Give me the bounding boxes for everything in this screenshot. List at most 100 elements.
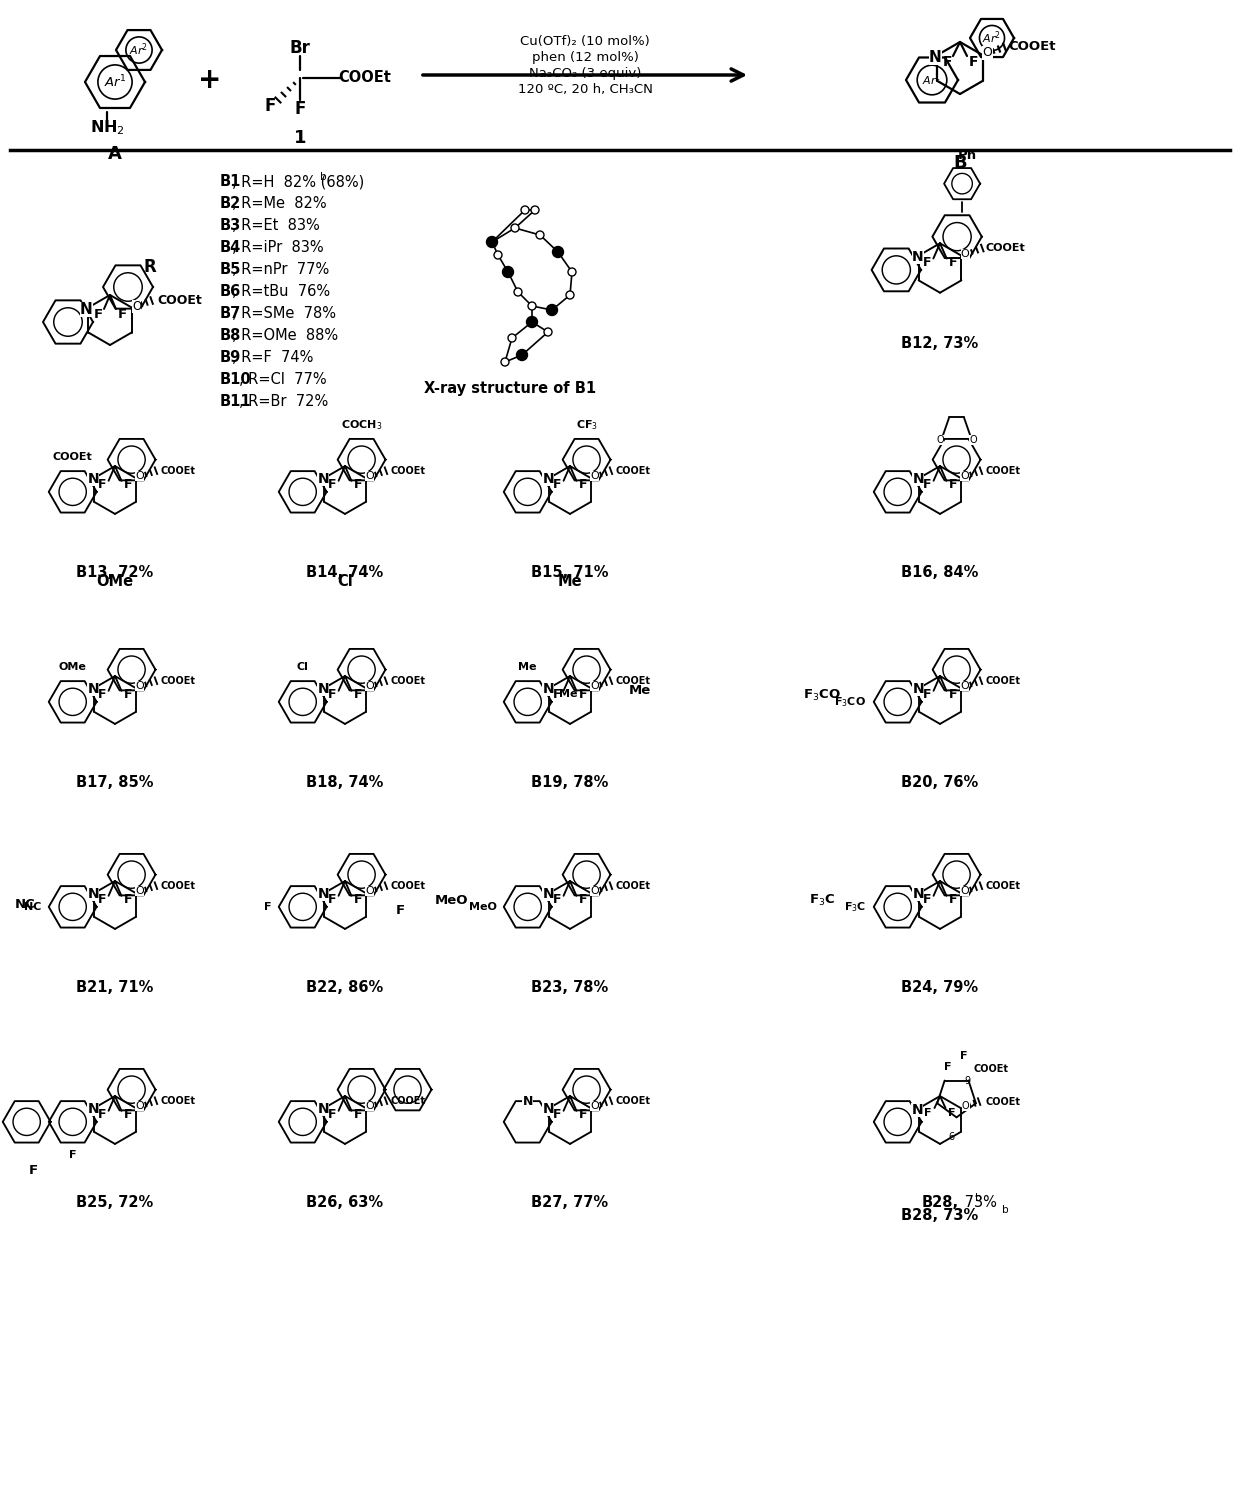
Text: , R=nPr  77%: , R=nPr 77% (232, 262, 330, 277)
Text: N: N (543, 1102, 554, 1116)
Text: F: F (553, 893, 562, 906)
Text: F: F (553, 688, 562, 701)
Text: COOEt: COOEt (339, 71, 392, 86)
Text: F: F (124, 893, 133, 906)
Text: NH$_2$: NH$_2$ (89, 119, 124, 137)
Text: N: N (88, 682, 99, 697)
Circle shape (547, 305, 558, 315)
Text: COOEt: COOEt (160, 466, 196, 475)
Text: 73%: 73% (960, 1196, 997, 1211)
Text: O: O (590, 887, 599, 896)
Text: F: F (327, 893, 336, 906)
Text: N: N (913, 472, 924, 486)
Text: COOEt: COOEt (973, 1065, 1008, 1074)
Text: F: F (124, 688, 133, 701)
Text: F: F (923, 688, 931, 701)
Text: B22, 86%: B22, 86% (306, 980, 383, 995)
Text: R: R (144, 258, 156, 276)
Text: X-ray structure of B1: X-ray structure of B1 (424, 380, 596, 395)
Text: , R=Cl  77%: , R=Cl 77% (238, 372, 326, 388)
Text: F: F (264, 97, 275, 115)
Text: +: + (198, 66, 222, 93)
Text: COOEt: COOEt (1009, 41, 1056, 53)
Text: O: O (960, 682, 968, 691)
Text: MeO: MeO (435, 894, 469, 906)
Text: N: N (88, 472, 99, 486)
Text: B21, 71%: B21, 71% (77, 980, 154, 995)
Text: O: O (970, 436, 977, 445)
Text: B15, 71%: B15, 71% (531, 566, 609, 581)
Text: Ar$^2$: Ar$^2$ (982, 30, 1002, 47)
Text: N: N (317, 682, 329, 697)
Text: O: O (960, 470, 968, 481)
Text: F: F (923, 256, 931, 268)
Circle shape (531, 207, 539, 214)
Text: F: F (93, 308, 103, 321)
Text: F: F (923, 478, 931, 492)
Text: B9: B9 (219, 350, 242, 365)
Text: F: F (294, 100, 306, 118)
Text: B26, 63%: B26, 63% (306, 1196, 383, 1211)
Text: B16, 84%: B16, 84% (901, 566, 978, 581)
Text: Ar$^1$: Ar$^1$ (923, 72, 941, 89)
Text: F: F (327, 688, 336, 701)
Text: , R=SMe  78%: , R=SMe 78% (232, 306, 336, 321)
Text: COOEt: COOEt (160, 676, 196, 686)
Circle shape (511, 225, 520, 232)
Text: Me: Me (629, 683, 651, 697)
Text: COOEt: COOEt (986, 1096, 1021, 1107)
Text: F: F (949, 893, 957, 906)
Text: F: F (327, 1108, 336, 1120)
Text: O: O (135, 1101, 144, 1111)
Text: F: F (29, 1164, 37, 1176)
Text: F: F (124, 1108, 133, 1120)
Circle shape (521, 207, 529, 214)
Text: OMe: OMe (97, 575, 134, 590)
Text: COCH$_3$: COCH$_3$ (341, 418, 382, 431)
Text: B27, 77%: B27, 77% (532, 1196, 609, 1211)
Circle shape (502, 267, 513, 277)
Text: , R=Et  83%: , R=Et 83% (232, 219, 320, 234)
Text: O: O (962, 1101, 970, 1111)
Text: 6: 6 (947, 1131, 954, 1142)
Text: N: N (913, 682, 924, 697)
Text: F: F (942, 54, 952, 69)
Text: B1: B1 (219, 175, 242, 190)
Text: F: F (396, 903, 404, 917)
Text: B20, 76%: B20, 76% (901, 775, 978, 790)
Text: N: N (522, 1095, 533, 1108)
Text: N: N (913, 887, 924, 900)
Text: F: F (949, 478, 957, 492)
Text: O: O (131, 300, 141, 314)
Circle shape (553, 246, 563, 258)
Text: COOEt: COOEt (160, 881, 196, 891)
Text: B17, 85%: B17, 85% (76, 775, 154, 790)
Text: F$_3$CO: F$_3$CO (835, 695, 867, 709)
Text: F: F (579, 1108, 587, 1120)
Text: O: O (982, 47, 992, 59)
Text: b: b (1002, 1205, 1008, 1215)
Text: F: F (968, 54, 978, 69)
Text: OMe: OMe (58, 662, 87, 673)
Text: F$_3$CO: F$_3$CO (804, 688, 841, 703)
Circle shape (501, 357, 508, 366)
Text: NC: NC (15, 899, 36, 911)
Text: F: F (353, 688, 362, 701)
Text: COOEt: COOEt (157, 294, 202, 308)
Text: COOEt: COOEt (986, 243, 1025, 253)
Text: O: O (936, 436, 944, 445)
Text: O: O (590, 1101, 599, 1111)
Text: F: F (944, 1062, 951, 1072)
Circle shape (508, 333, 516, 342)
Text: B24, 79%: B24, 79% (901, 980, 978, 995)
Text: Me: Me (559, 689, 578, 700)
Text: F: F (353, 1108, 362, 1120)
Text: F: F (579, 688, 587, 701)
Circle shape (527, 317, 537, 327)
Text: N: N (317, 1102, 329, 1116)
Text: 1: 1 (294, 130, 306, 146)
Text: B7: B7 (219, 306, 242, 321)
Text: O: O (365, 1101, 373, 1111)
Text: N: N (317, 472, 329, 486)
Text: F: F (923, 893, 931, 906)
